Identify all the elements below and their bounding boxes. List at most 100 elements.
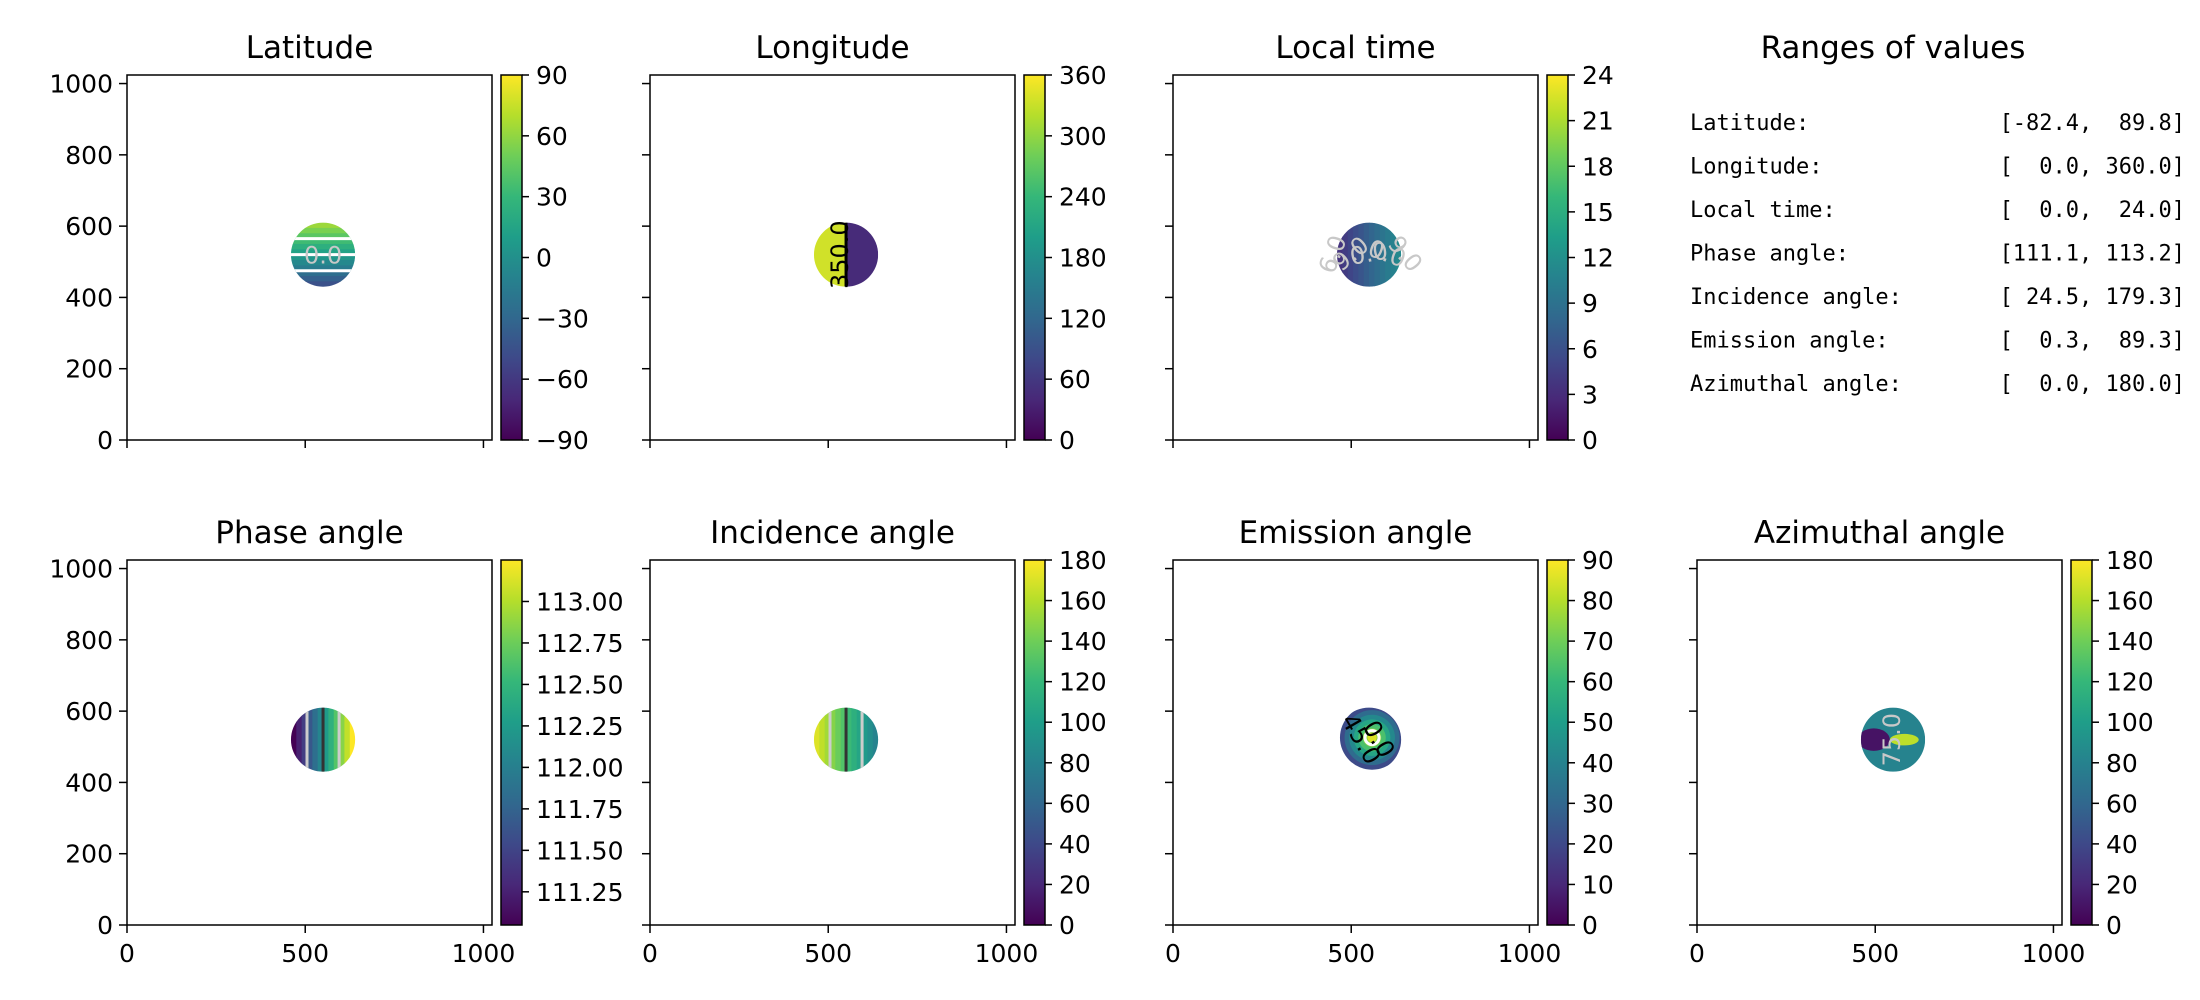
colorbar-tick-label: 24 [1582, 61, 1614, 90]
colorbar-tick-label: 90 [536, 61, 568, 90]
colorbar-tick-label: 100 [1059, 708, 1107, 737]
colorbar [1546, 74, 1569, 441]
chart-panel: Incidence angle 0 500 1000 0 20 40 60 80 100 120 14… [642, 515, 1107, 968]
chart-title: Incidence angle [710, 515, 955, 551]
x-tick-label: 0 [1165, 939, 1181, 968]
colorbar-tick-label: 0 [1582, 911, 1598, 940]
image-band [851, 707, 858, 772]
range-row-label: Local time: [1690, 198, 1836, 223]
y-tick-label: 200 [65, 355, 113, 384]
chart-panel: Phase angle 0 200 400 600 800 1000 0 500 1000 111.… [49, 515, 623, 968]
colorbar-tick-label: 140 [2106, 627, 2154, 656]
image-band [290, 276, 356, 282]
image-band [1358, 222, 1365, 287]
colorbar-tick-label: 111.50 [536, 836, 623, 865]
colorbar-tick-label: 30 [1582, 789, 1614, 818]
colorbar-tick-label: 180 [1059, 546, 1107, 575]
colorbar-tick-label: 112.00 [536, 753, 623, 782]
contour-label: 0.0 [1348, 237, 1390, 271]
image-band [301, 707, 308, 772]
planet-disc [813, 707, 879, 772]
colorbar-tick-label: −30 [536, 304, 589, 333]
colorbar-tick-label: 80 [2106, 749, 2138, 778]
colorbar [1023, 74, 1046, 441]
image-band [824, 707, 831, 772]
range-row-label: Azimuthal angle: [1690, 372, 1902, 397]
colorbar-tick-label: 60 [1582, 668, 1614, 697]
image-band [328, 707, 335, 772]
colorbar-tick-label: 40 [1582, 749, 1614, 778]
image-band [296, 707, 303, 772]
image-band [290, 227, 356, 234]
x-tick-label: 0 [1689, 939, 1705, 968]
image-band [856, 707, 863, 772]
image-band [290, 265, 356, 272]
x-tick-label: 500 [1327, 939, 1375, 968]
y-tick-label: 400 [65, 283, 113, 312]
x-tick-label: 1000 [1498, 939, 1562, 968]
image-band [290, 707, 297, 772]
image-band [290, 243, 356, 250]
image-band [312, 707, 319, 772]
chart-title: Longitude [755, 30, 909, 66]
colorbar-tick-label: 12 [1582, 244, 1614, 273]
range-row-label: Latitude: [1690, 111, 1809, 136]
image-band [1342, 222, 1349, 287]
colorbar-tick-label: 113.00 [536, 587, 623, 616]
image-band [1367, 733, 1377, 743]
colorbar-tick-label: 80 [1059, 749, 1091, 778]
image-band [1336, 222, 1343, 287]
range-row-value: [111.1, 113.2] [2000, 242, 2185, 267]
image-band [290, 222, 356, 229]
image-band [1385, 222, 1391, 287]
image-band [290, 281, 356, 287]
colorbar-tick-label: 140 [1059, 627, 1107, 656]
colorbar-tick-label: 180 [2106, 546, 2154, 575]
colorbar [1023, 559, 1046, 926]
axes-frame [649, 559, 1016, 926]
range-row-value: [ 0.0, 360.0] [2000, 155, 2185, 180]
axes-frame [1696, 559, 2063, 926]
x-tick-label: 0 [642, 939, 658, 968]
colorbar-tick-label: 160 [2106, 587, 2154, 616]
y-tick-label: 400 [65, 768, 113, 797]
image-band [1363, 222, 1370, 287]
x-tick-label: 500 [804, 939, 852, 968]
image-band [1390, 222, 1397, 287]
chart-title: Phase angle [215, 515, 403, 551]
x-tick-label: 1000 [452, 939, 516, 968]
colorbar-tick-label: 40 [1059, 830, 1091, 859]
colorbar-tick-label: 111.75 [536, 795, 623, 824]
colorbar-tick-label: 70 [1582, 627, 1614, 656]
image-band [872, 707, 879, 772]
axes-frame [126, 74, 493, 441]
image-band [1379, 222, 1386, 287]
axes-frame [1172, 74, 1539, 441]
colorbar-tick-label: 60 [1059, 365, 1091, 394]
axes-frame [1172, 559, 1539, 926]
colorbar-tick-label: 60 [1059, 789, 1091, 818]
colorbar-tick-label: 112.75 [536, 629, 623, 658]
colorbar-tick-label: 0 [1582, 426, 1598, 455]
y-tick-label: 1000 [49, 555, 113, 584]
image-band [290, 259, 356, 266]
colorbar-tick-label: 18 [1582, 152, 1614, 181]
contour-line [1363, 729, 1381, 747]
range-row-value: [-82.4, 89.8] [2000, 111, 2185, 136]
colorbar-tick-label: 21 [1582, 107, 1614, 136]
image-band [290, 233, 356, 240]
colorbar-tick-label: 60 [536, 122, 568, 151]
colorbar-tick-label: 80 [1582, 587, 1614, 616]
image-band [813, 707, 820, 772]
image-band [290, 249, 356, 256]
colorbar-tick-label: 112.50 [536, 670, 623, 699]
image-band [867, 707, 874, 772]
image-band [862, 707, 868, 772]
image-band [1347, 222, 1354, 287]
image-band [333, 707, 340, 772]
range-row-label: Emission angle: [1690, 329, 1889, 354]
image-band [323, 707, 329, 772]
y-tick-label: 0 [97, 426, 113, 455]
image-band [1374, 222, 1381, 287]
